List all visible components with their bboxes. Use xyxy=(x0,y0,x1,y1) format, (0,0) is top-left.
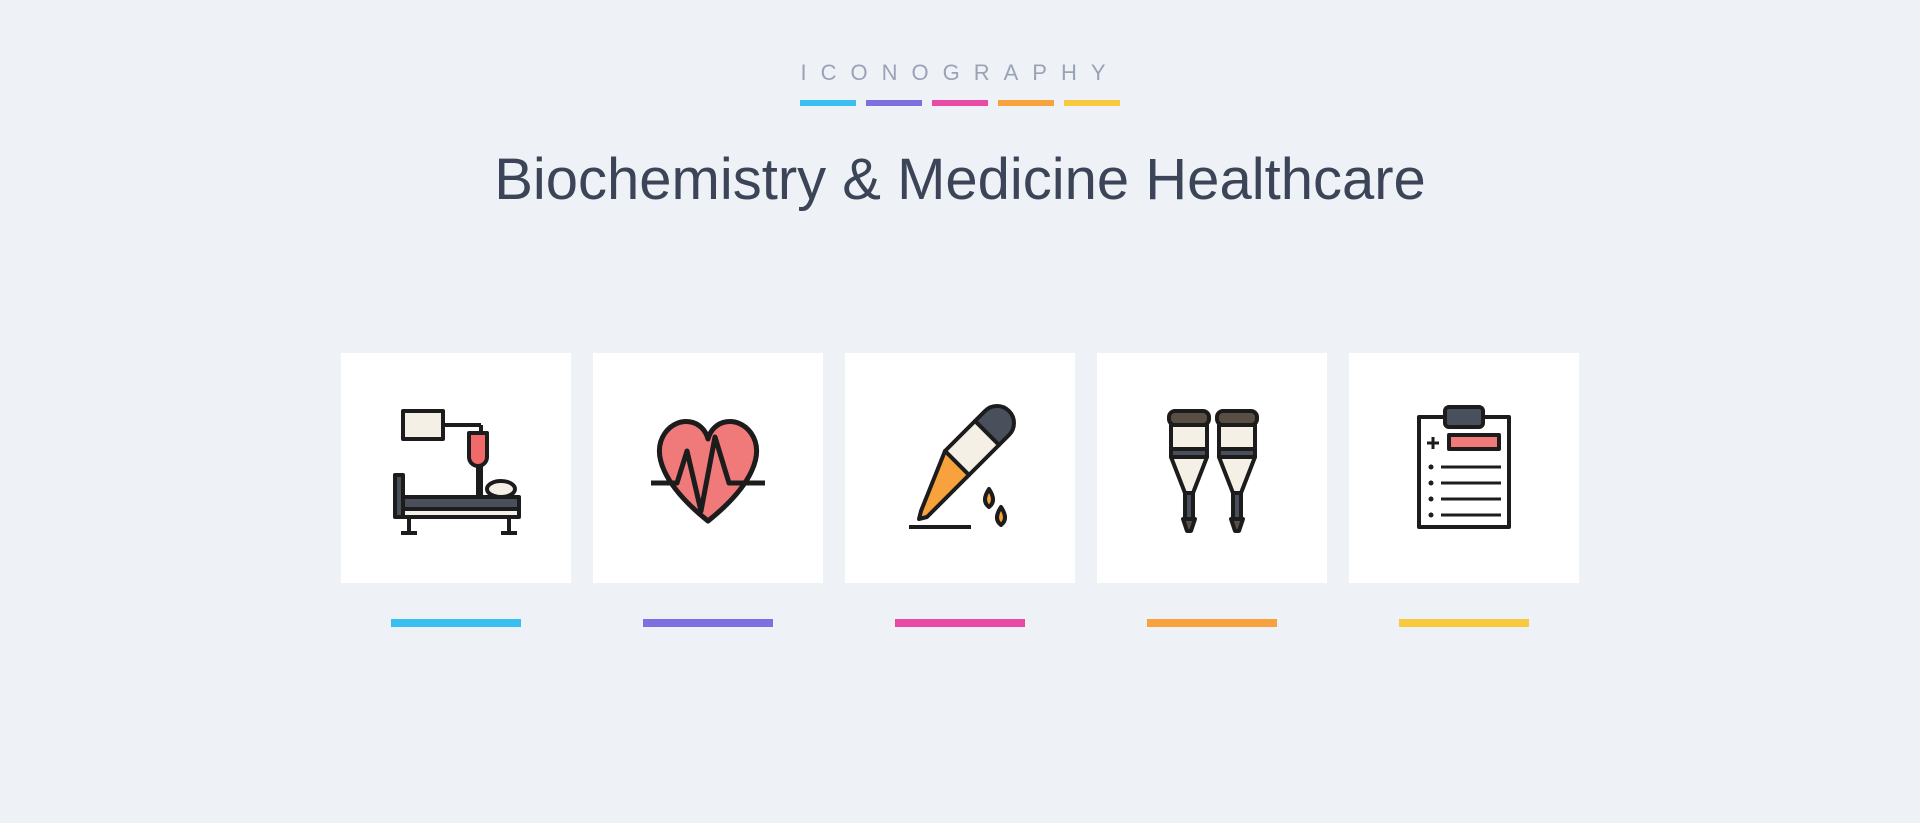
icon-card-dropper xyxy=(845,353,1075,583)
palette-swatch-2 xyxy=(866,100,922,106)
icon-card-crutches xyxy=(1097,353,1327,583)
hospital-bed-icon xyxy=(381,393,531,543)
icon-card-clipboard xyxy=(1349,353,1579,583)
card-wrap xyxy=(1097,353,1327,627)
heart-rate-icon xyxy=(633,393,783,543)
card-wrap xyxy=(341,353,571,627)
icon-card-bed xyxy=(341,353,571,583)
card-wrap xyxy=(593,353,823,627)
palette-swatch-3 xyxy=(932,100,988,106)
card-underline xyxy=(391,619,521,627)
card-underline xyxy=(1147,619,1277,627)
palette-swatch-5 xyxy=(1064,100,1120,106)
card-wrap xyxy=(845,353,1075,627)
header: ICONOGRAPHY Biochemistry & Medicine Heal… xyxy=(0,0,1920,213)
icon-card-row xyxy=(0,353,1920,627)
page-title: Biochemistry & Medicine Healthcare xyxy=(0,146,1920,213)
dropper-icon xyxy=(885,393,1035,543)
crutches-icon xyxy=(1137,393,1287,543)
card-underline xyxy=(643,619,773,627)
clipboard-icon xyxy=(1389,393,1539,543)
palette-swatch-4 xyxy=(998,100,1054,106)
palette-line xyxy=(0,100,1920,106)
kicker-text: ICONOGRAPHY xyxy=(0,60,1920,86)
palette-swatch-1 xyxy=(800,100,856,106)
card-underline xyxy=(1399,619,1529,627)
card-underline xyxy=(895,619,1025,627)
icon-card-heart xyxy=(593,353,823,583)
card-wrap xyxy=(1349,353,1579,627)
